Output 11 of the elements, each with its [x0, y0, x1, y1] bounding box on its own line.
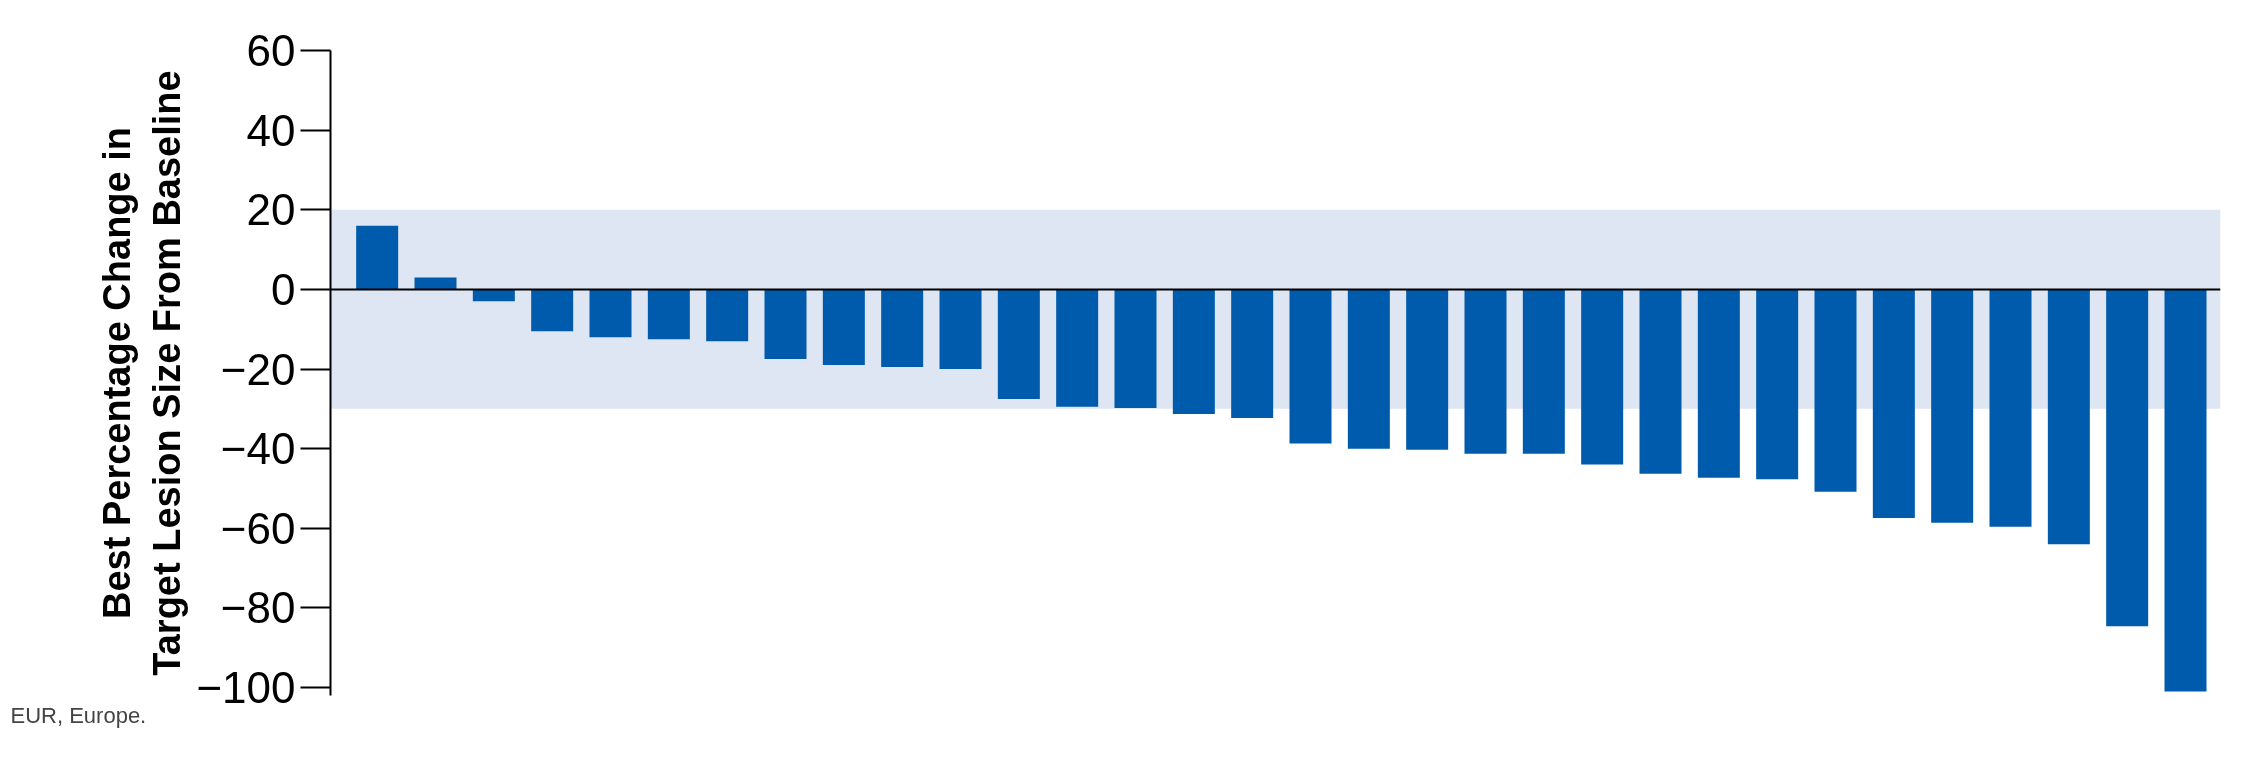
y-tick-label: 0: [271, 264, 296, 314]
text: EUR, Europe.: [10, 702, 147, 728]
y-tick-label: −60: [220, 503, 296, 553]
y-tick-label: 60: [246, 26, 296, 75]
y-tick-label: −20: [220, 344, 296, 394]
y-tick-label: 20: [246, 185, 296, 235]
y-tick-label: −40: [220, 424, 296, 474]
y-tick-label: −80: [220, 583, 296, 633]
y-tick-label: 40: [246, 105, 296, 155]
y-tick-label: −100: [196, 663, 296, 713]
y-axis-title: Best Percentage Change in Target Lesion Size From Baseline: [95, 70, 189, 676]
